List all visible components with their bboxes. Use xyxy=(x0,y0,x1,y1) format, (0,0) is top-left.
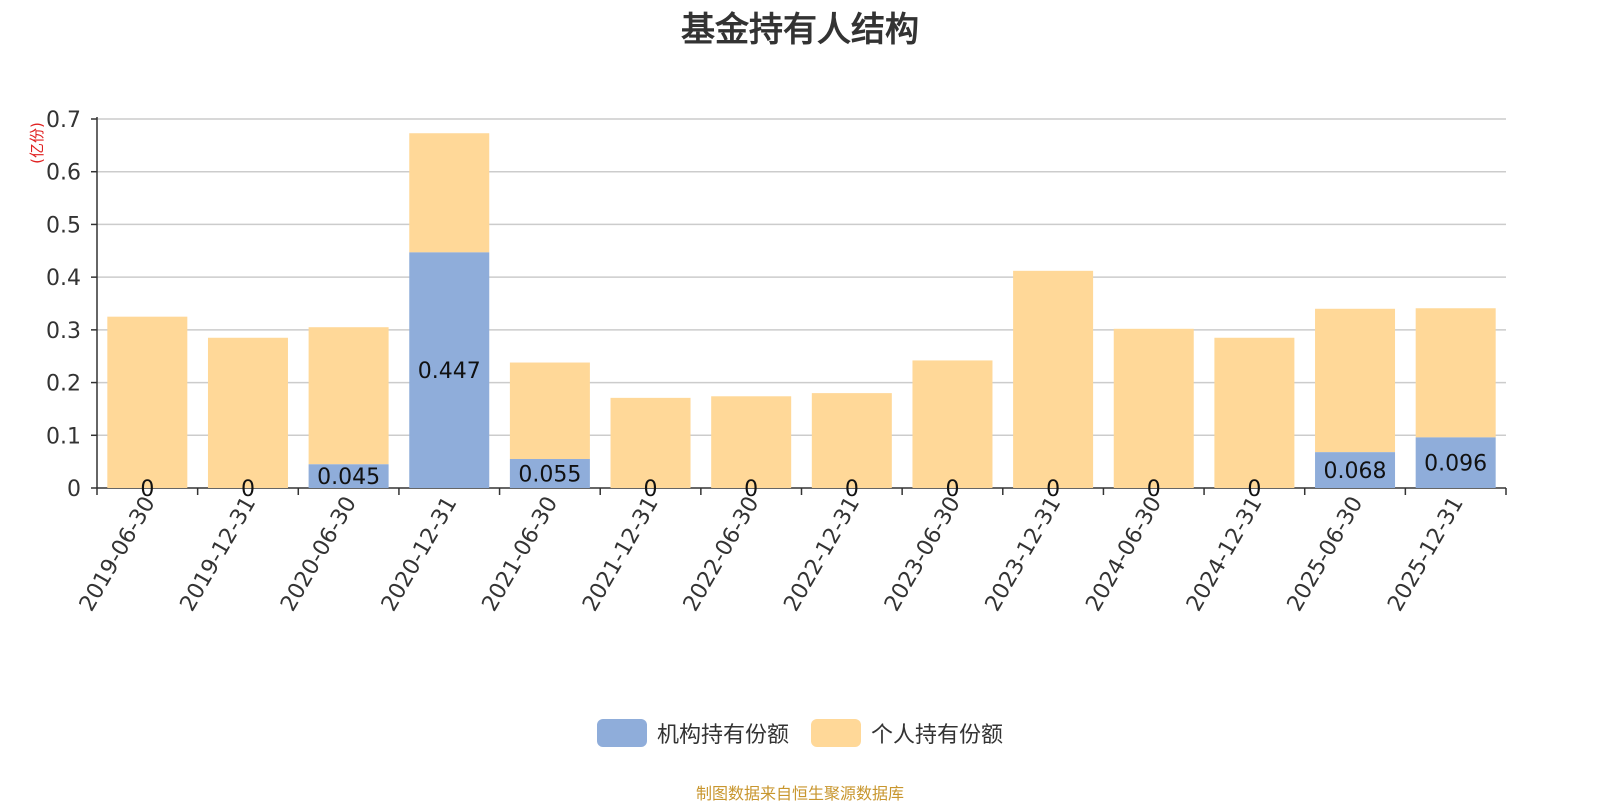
x-tick-label: 2020-12-31 xyxy=(377,493,463,616)
x-tick-label: 2021-06-30 xyxy=(478,493,564,616)
bar-individual xyxy=(207,337,288,488)
data-label-institutional: 0 xyxy=(945,477,959,502)
bar-individual xyxy=(1315,308,1396,453)
y-tick-label: 0.7 xyxy=(46,108,81,133)
data-label-institutional: 0 xyxy=(1247,477,1261,502)
source-note: 制图数据来自恒生聚源数据库 xyxy=(695,784,904,803)
y-tick-label: 0 xyxy=(67,477,81,502)
bar-institutional xyxy=(509,459,590,488)
y-axis-label: (亿份) xyxy=(28,122,46,164)
data-label-institutional: 0.055 xyxy=(518,463,581,488)
bar-individual xyxy=(1013,270,1094,488)
bar-individual xyxy=(912,360,993,488)
y-tick-label: 0.2 xyxy=(46,372,81,397)
bar-individual xyxy=(1214,337,1295,488)
legend-label-individual: 个人持有份额 xyxy=(871,723,1004,748)
data-label-institutional: 0.447 xyxy=(418,359,481,384)
legend-item-institutional[interactable]: 机构持有份额 xyxy=(596,717,789,749)
bar-individual xyxy=(409,133,490,253)
data-label-institutional: 0 xyxy=(644,477,658,502)
x-tick-label: 2020-06-30 xyxy=(276,493,362,616)
y-tick-label: 0.4 xyxy=(46,266,81,291)
bar-individual xyxy=(1113,328,1194,488)
legend-item-individual[interactable]: 个人持有份额 xyxy=(811,717,1003,749)
data-label-institutional: 0 xyxy=(845,477,859,502)
legend-label-institutional: 机构持有份额 xyxy=(656,723,789,748)
x-tick-label: 2019-12-31 xyxy=(176,493,262,616)
data-label-institutional: 0 xyxy=(1147,477,1161,502)
data-label-institutional: 0 xyxy=(140,477,154,502)
y-tick-label: 0.3 xyxy=(46,319,81,344)
y-tick-label: 0.6 xyxy=(46,161,81,186)
bar-institutional xyxy=(1415,437,1496,488)
x-tick-label: 2025-06-30 xyxy=(1283,493,1369,616)
x-tick-label: 2023-06-30 xyxy=(880,493,966,616)
legend-swatch-institutional xyxy=(596,719,647,747)
bar-individual xyxy=(711,396,792,488)
x-tick-label: 2024-12-31 xyxy=(1182,493,1268,616)
data-label-institutional: 0 xyxy=(1046,477,1060,502)
bar-individual xyxy=(509,362,590,460)
x-tick-label: 2019-06-30 xyxy=(75,493,161,616)
legend-swatch-individual xyxy=(811,719,861,747)
bar-institutional xyxy=(1315,452,1396,488)
x-tick-label: 2022-12-31 xyxy=(779,493,865,616)
x-tick-label: 2021-12-31 xyxy=(578,493,664,616)
data-label-institutional: 0 xyxy=(744,477,758,502)
bar-individual xyxy=(610,397,691,488)
bar-institutional xyxy=(409,252,490,488)
legend: 机构持有份额 个人持有份额 xyxy=(0,717,1600,749)
x-tick-label: 2022-06-30 xyxy=(679,493,765,616)
bar-individual xyxy=(811,393,892,488)
bar-individual xyxy=(308,327,389,465)
data-label-institutional: 0 xyxy=(241,477,255,502)
y-tick-label: 0.5 xyxy=(46,213,81,238)
data-label-institutional: 0.096 xyxy=(1424,452,1487,477)
bar-institutional xyxy=(308,464,389,488)
x-tick-label: 2023-12-31 xyxy=(981,493,1067,616)
bar-individual xyxy=(107,316,188,488)
x-tick-label: 2025-12-31 xyxy=(1383,493,1469,616)
data-label-institutional: 0.068 xyxy=(1324,459,1387,484)
data-label-institutional: 0.045 xyxy=(317,465,380,490)
y-tick-label: 0.1 xyxy=(46,424,81,449)
x-tick-label: 2024-06-30 xyxy=(1081,493,1167,616)
bar-individual xyxy=(1415,308,1496,438)
chart-title: 基金持有人结构 xyxy=(681,10,919,50)
